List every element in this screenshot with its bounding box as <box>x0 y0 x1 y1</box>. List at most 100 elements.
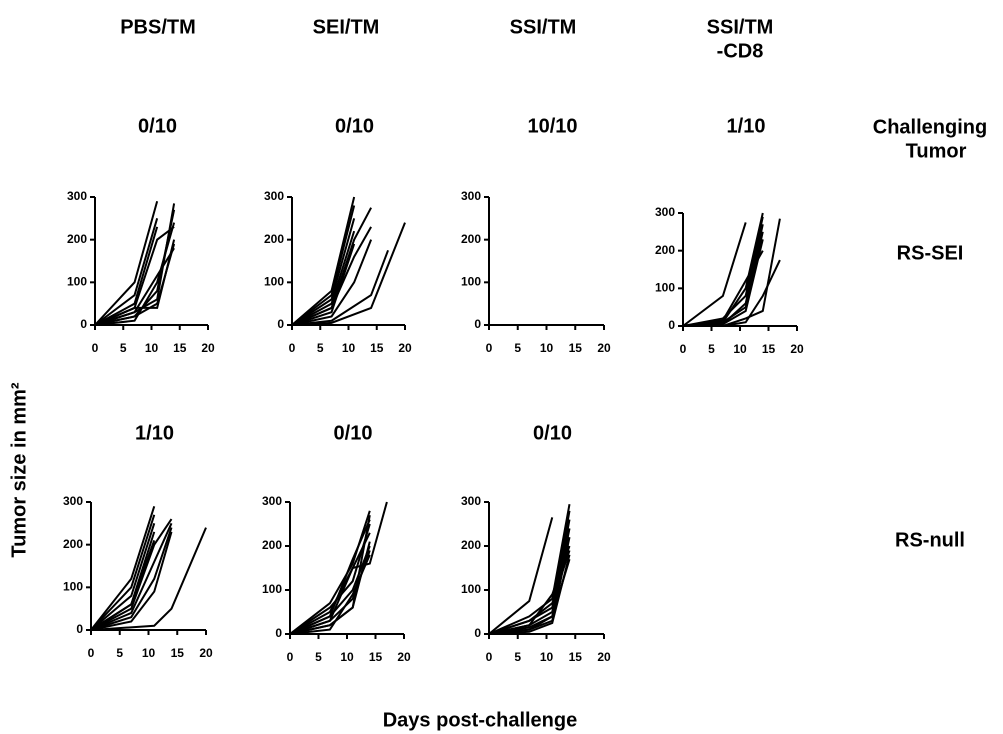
x-tick-label: 10 <box>733 342 747 356</box>
x-tick-label: 5 <box>315 650 322 664</box>
x-tick-label: 5 <box>317 341 324 355</box>
y-tick-label: 100 <box>264 275 284 289</box>
y-tick-label: 300 <box>262 494 282 508</box>
y-tick-label: 200 <box>461 538 481 552</box>
x-tick-label: 0 <box>92 341 99 355</box>
x-tick-label: 20 <box>597 341 611 355</box>
tumor-growth-line <box>291 205 356 326</box>
y-tick-label: 0 <box>474 317 481 331</box>
panel-title: 0/10 <box>533 422 572 444</box>
tumor-growth-line <box>289 519 371 635</box>
y-tick-label: 100 <box>655 281 675 295</box>
y-tick-label: 0 <box>80 317 87 331</box>
x-tick-label: 15 <box>569 650 583 664</box>
y-tick-label: 300 <box>655 205 675 219</box>
tumor-growth-line <box>90 505 156 631</box>
tumor-growth-line <box>291 196 356 326</box>
x-axis-label: Days post-challenge <box>383 709 578 731</box>
x-tick-label: 0 <box>289 341 296 355</box>
x-tick-label: 10 <box>342 341 356 355</box>
tumor-growth-line <box>488 558 571 635</box>
column-header: SSI/TM <box>510 16 577 38</box>
panel-title: 0/10 <box>334 422 373 444</box>
x-tick-label: 15 <box>370 341 384 355</box>
panel-title: 1/10 <box>727 115 766 137</box>
x-tick-label: 20 <box>397 650 411 664</box>
x-tick-label: 15 <box>171 646 185 660</box>
y-tick-label: 0 <box>76 622 83 636</box>
tumor-growth-line <box>90 540 156 631</box>
tumor-growth-line <box>488 517 554 635</box>
tumor-growth-line <box>488 545 571 635</box>
tumor-growth-line <box>291 239 373 326</box>
x-tick-label: 10 <box>540 341 554 355</box>
column-header: PBS/TM <box>120 16 196 38</box>
tumor-growth-line <box>94 226 159 326</box>
tumor-growth-line <box>90 527 207 631</box>
x-tick-label: 5 <box>514 650 521 664</box>
x-tick-label: 0 <box>680 342 687 356</box>
x-tick-label: 10 <box>540 650 554 664</box>
tumor-growth-line <box>488 550 571 635</box>
y-tick-label: 300 <box>264 189 284 203</box>
x-tick-label: 0 <box>88 646 95 660</box>
x-tick-label: 20 <box>597 650 611 664</box>
row-header: Tumor <box>906 140 967 162</box>
y-tick-label: 100 <box>461 275 481 289</box>
panel-title: 10/10 <box>527 115 577 137</box>
y-tick-label: 0 <box>474 626 481 640</box>
tumor-growth-line <box>90 527 173 631</box>
x-tick-label: 15 <box>762 342 776 356</box>
y-tick-label: 0 <box>668 318 675 332</box>
row-label: RS-null <box>895 529 965 551</box>
x-tick-label: 20 <box>790 342 804 356</box>
y-tick-label: 200 <box>67 232 87 246</box>
x-tick-label: 5 <box>708 342 715 356</box>
y-tick-label: 200 <box>264 232 284 246</box>
tumor-growth-line <box>291 243 356 326</box>
y-tick-label: 300 <box>461 189 481 203</box>
y-tick-label: 200 <box>461 232 481 246</box>
x-tick-label: 0 <box>287 650 294 664</box>
y-tick-label: 300 <box>461 494 481 508</box>
tumor-growth-line <box>682 224 764 327</box>
x-tick-label: 0 <box>486 650 493 664</box>
tumor-growth-line <box>90 523 156 631</box>
y-tick-label: 0 <box>277 317 284 331</box>
tumor-growth-line <box>291 249 389 326</box>
y-axis-label: Tumor size in mm² <box>8 382 30 558</box>
row-label: RS-SEI <box>897 242 964 264</box>
panel-title: 0/10 <box>138 115 177 137</box>
y-tick-label: 100 <box>63 580 83 594</box>
row-header: Challenging <box>873 116 987 138</box>
y-tick-label: 0 <box>275 626 282 640</box>
tumor-growth-line <box>94 222 176 326</box>
x-tick-label: 10 <box>340 650 354 664</box>
tumor-growth-line <box>289 554 371 635</box>
tumor-growth-line <box>94 243 176 326</box>
panel-title: 1/10 <box>135 422 174 444</box>
tumor-growth-line <box>90 522 173 631</box>
y-tick-label: 100 <box>461 582 481 596</box>
tumor-growth-line <box>94 218 159 326</box>
tumor-growth-line <box>90 531 173 631</box>
y-tick-label: 300 <box>67 189 87 203</box>
panel-title: 0/10 <box>335 115 374 137</box>
column-header: -CD8 <box>717 40 764 62</box>
tumor-growth-line <box>90 518 173 631</box>
tumor-growth-line <box>291 222 406 326</box>
tumor-growth-line <box>291 226 372 326</box>
tumor-growth-line <box>488 504 571 635</box>
x-tick-label: 5 <box>514 341 521 355</box>
x-tick-label: 15 <box>173 341 187 355</box>
x-tick-label: 15 <box>569 341 583 355</box>
x-tick-label: 5 <box>120 341 127 355</box>
x-tick-label: 0 <box>486 341 493 355</box>
column-header: SSI/TM <box>707 16 774 38</box>
x-tick-label: 10 <box>145 341 159 355</box>
y-tick-label: 200 <box>655 243 675 257</box>
x-tick-label: 20 <box>199 646 213 660</box>
y-tick-label: 300 <box>63 494 83 508</box>
tumor-growth-line <box>291 218 356 326</box>
